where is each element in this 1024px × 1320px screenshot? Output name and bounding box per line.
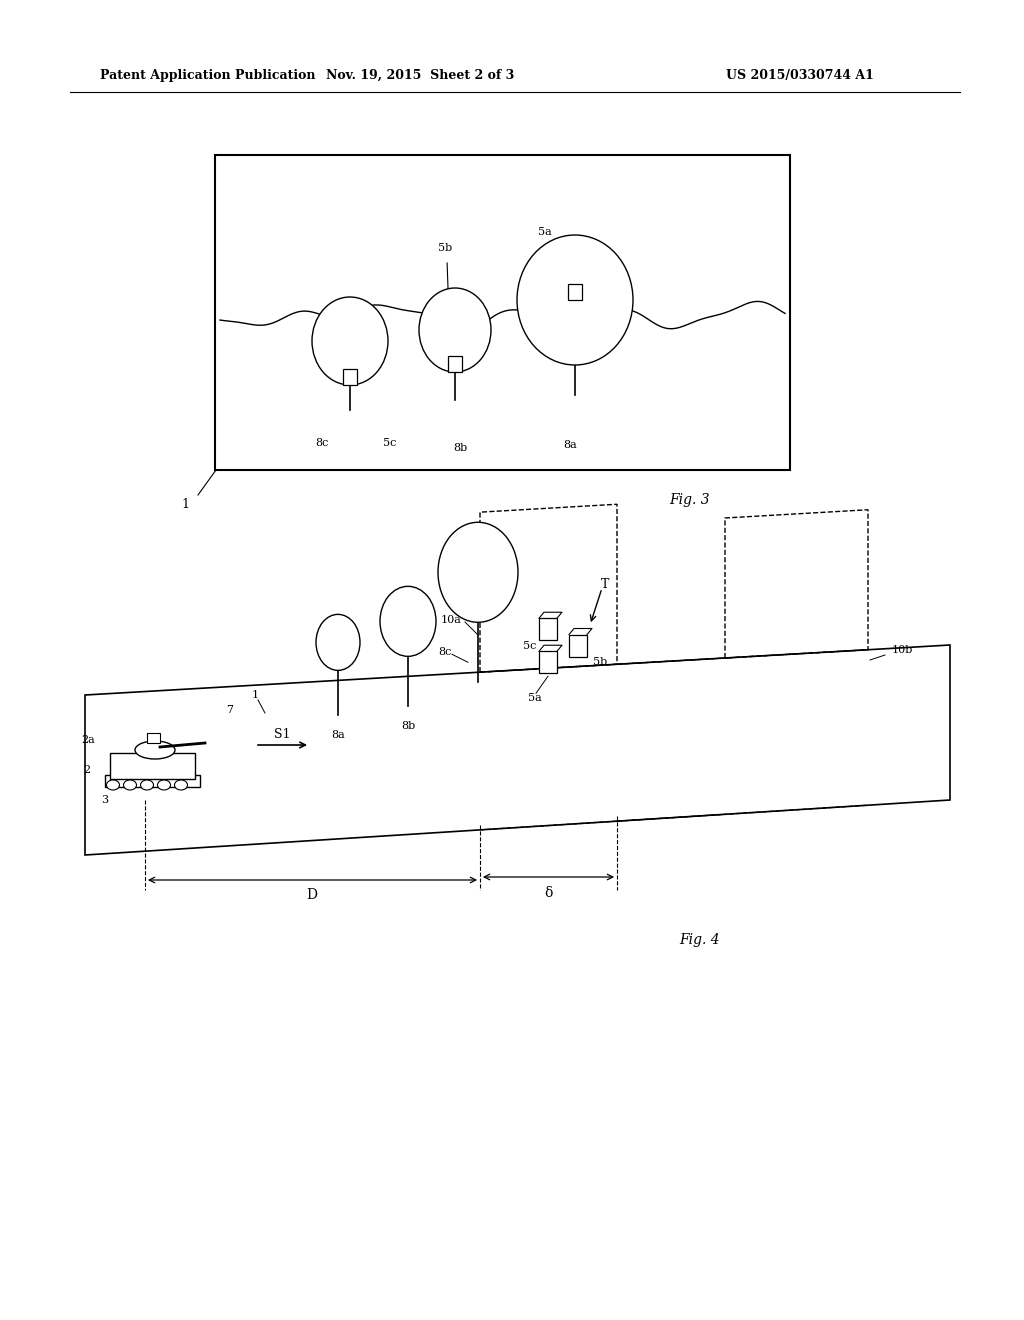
Bar (105, 775, 200, 787)
Bar (147, 733, 160, 743)
Bar (215, 154, 790, 470)
Bar (539, 618, 557, 640)
Polygon shape (85, 645, 950, 855)
Text: 5b: 5b (438, 243, 453, 253)
Ellipse shape (438, 523, 518, 622)
Text: Fig. 4: Fig. 4 (680, 933, 720, 946)
Ellipse shape (106, 780, 120, 789)
Text: 1: 1 (252, 690, 259, 700)
Text: 10b: 10b (892, 645, 913, 655)
Text: D: D (306, 888, 317, 902)
Bar (569, 635, 587, 656)
Ellipse shape (517, 235, 633, 366)
Bar (568, 284, 582, 300)
Text: 2a: 2a (81, 735, 95, 744)
Text: 5c: 5c (383, 438, 396, 447)
Text: 2: 2 (83, 766, 90, 775)
Text: Fig. 3: Fig. 3 (670, 492, 711, 507)
Text: 10a: 10a (441, 615, 462, 624)
Text: T: T (601, 578, 609, 591)
Ellipse shape (174, 780, 187, 789)
Text: S1: S1 (273, 729, 290, 742)
Bar (343, 370, 357, 385)
Text: 3: 3 (101, 795, 109, 805)
Bar (449, 356, 462, 372)
Text: US 2015/0330744 A1: US 2015/0330744 A1 (726, 69, 873, 82)
Text: 5a: 5a (528, 693, 542, 704)
Text: 8c: 8c (438, 647, 452, 657)
Text: 7: 7 (226, 705, 233, 715)
Bar (539, 651, 557, 673)
Text: 5b: 5b (593, 656, 607, 667)
Ellipse shape (380, 586, 436, 656)
Bar (110, 752, 195, 779)
Text: 5a: 5a (539, 227, 552, 238)
Text: Patent Application Publication: Patent Application Publication (100, 69, 315, 82)
Ellipse shape (158, 780, 171, 789)
Text: δ: δ (544, 886, 552, 900)
Text: 8b: 8b (400, 721, 415, 731)
Ellipse shape (135, 741, 175, 759)
Text: 8c: 8c (315, 438, 329, 447)
Ellipse shape (312, 297, 388, 385)
Ellipse shape (124, 780, 136, 789)
Text: 8a: 8a (331, 730, 345, 741)
Ellipse shape (140, 780, 154, 789)
Ellipse shape (316, 614, 360, 671)
Text: 8a: 8a (563, 440, 577, 450)
Text: 5c: 5c (523, 642, 537, 651)
Text: Nov. 19, 2015  Sheet 2 of 3: Nov. 19, 2015 Sheet 2 of 3 (326, 69, 514, 82)
Ellipse shape (419, 288, 490, 372)
Text: 8b: 8b (453, 444, 467, 453)
Text: 1: 1 (181, 498, 189, 511)
